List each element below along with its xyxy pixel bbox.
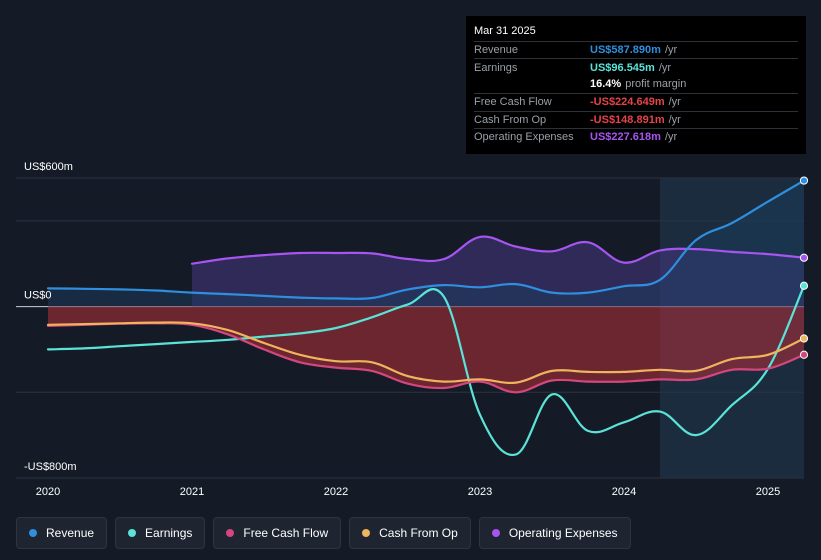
data-tooltip: Mar 31 2025 Revenue US$587.890m /yr Earn… (466, 16, 806, 154)
earnings-end-point (799, 281, 809, 290)
y-axis-labels: US$600m US$0 -US$800m (24, 161, 77, 473)
legend-item-earnings[interactable]: Earnings (115, 517, 206, 549)
legend-item-cash-from-op[interactable]: Cash From Op (349, 517, 471, 549)
x-tick-label: 2024 (612, 486, 636, 498)
legend-item-free-cash-flow[interactable]: Free Cash Flow (213, 517, 342, 549)
tooltip-label: Cash From Op (474, 113, 547, 126)
x-tick-label: 2020 (36, 486, 60, 498)
tooltip-row-operating-expenses: Operating Expenses US$227.618m /yr (474, 127, 798, 145)
x-tick-label: 2021 (180, 486, 204, 498)
tooltip-unit: /yr (664, 131, 678, 144)
tooltip-value: US$587.890m (590, 44, 661, 57)
tooltip-value: 16.4% (590, 78, 622, 91)
tooltip-unit: /yr (668, 113, 681, 126)
legend-dot-icon (226, 529, 235, 537)
tooltip-unit: /yr (668, 96, 681, 109)
fcf-area (48, 306, 804, 393)
cfo-end-point (799, 334, 809, 343)
revenue-area (48, 180, 804, 307)
tooltip-label: Earnings (474, 61, 518, 74)
tooltip-unit: /yr (664, 44, 678, 57)
legend-label: Cash From Op (379, 526, 458, 540)
tooltip-row-profit-margin: 16.4% profit margin (474, 76, 798, 93)
tooltip-value: -US$224.649m (590, 96, 665, 109)
tooltip-unit: /yr (658, 61, 672, 74)
y-tick-label: -US$800m (24, 461, 77, 473)
revenue-end-point (799, 176, 809, 185)
revenue-line (46, 179, 806, 300)
tooltip-label: Operating Expenses (474, 131, 574, 144)
x-axis-labels: 2020 2021 2022 2023 2024 2025 (36, 486, 780, 498)
fcf-end-point (799, 350, 809, 359)
x-tick-label: 2025 (756, 486, 780, 498)
tooltip-label: Revenue (474, 44, 519, 57)
tooltip-unit: profit margin (625, 78, 687, 91)
legend-label: Earnings (145, 526, 193, 540)
legend-item-operating-expenses[interactable]: Operating Expenses (478, 517, 631, 549)
series-markers (799, 176, 809, 359)
tooltip-value: US$96.545m (590, 61, 655, 74)
tooltip-row-free-cash-flow: Free Cash Flow -US$224.649m /yr (474, 93, 798, 110)
y-tick-label: US$600m (24, 161, 73, 173)
legend-dot-icon (128, 529, 137, 537)
legend-label: Free Cash Flow (243, 526, 329, 540)
legend-dot-icon (491, 529, 500, 537)
legend-label: Revenue (46, 526, 95, 540)
legend-label: Operating Expenses (508, 526, 618, 540)
tooltip-label: Free Cash Flow (474, 96, 552, 109)
legend-dot-icon (362, 529, 371, 537)
legend-item-revenue[interactable]: Revenue (16, 517, 108, 549)
x-tick-label: 2023 (468, 486, 492, 498)
legend-dot-icon (29, 529, 37, 537)
earnings-line (46, 284, 806, 457)
opex-line (190, 235, 806, 265)
tooltip-value: US$227.618m (590, 131, 661, 144)
tooltip-value: -US$148.891m (590, 113, 665, 126)
opex-end-point (799, 253, 809, 262)
legend: Revenue Earnings Free Cash Flow Cash Fro… (16, 517, 631, 549)
cfo-line (46, 321, 806, 385)
tooltip-row-revenue: Revenue US$587.890m /yr (474, 41, 798, 58)
tooltip-row-cash-from-op: Cash From Op -US$148.891m /yr (474, 110, 798, 128)
series-lines (46, 179, 806, 457)
x-tick-label: 2022 (324, 486, 348, 498)
y-tick-label: US$0 (24, 290, 52, 302)
tooltip-row-earnings: Earnings US$96.545m /yr (474, 58, 798, 75)
tooltip-date: Mar 31 2025 (474, 25, 536, 37)
